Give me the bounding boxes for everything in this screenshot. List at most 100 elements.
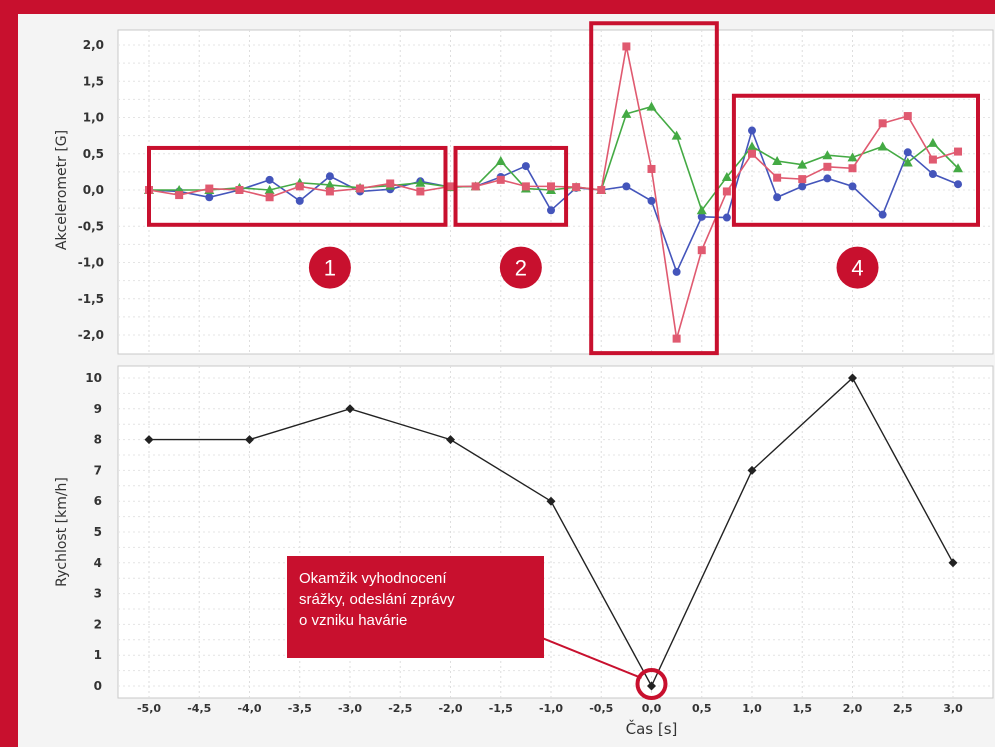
- speed-x-tick-label: -0,5: [589, 702, 613, 715]
- accel-point-square: [798, 175, 807, 184]
- speed-x-tick-label: 2,5: [893, 702, 913, 715]
- accel-point-circle: [547, 206, 555, 215]
- speed-x-tick-label: -4,0: [237, 702, 261, 715]
- accel-point-square: [547, 182, 555, 191]
- speed-x-tick-label: -4,5: [187, 702, 211, 715]
- accel-point-square: [295, 182, 304, 191]
- accel-point-square: [928, 155, 937, 164]
- accel-point-circle: [295, 196, 304, 205]
- speed-x-tick-label: -1,5: [489, 702, 513, 715]
- accel-point-square: [903, 112, 912, 121]
- accel-point-triangle: [877, 141, 888, 151]
- speed-point: [345, 404, 355, 414]
- accel-point-square: [235, 186, 244, 194]
- speed-x-tick-label: 2,0: [843, 702, 863, 715]
- accel-point-square: [954, 147, 963, 156]
- speed-x-tick-label: -2,0: [438, 702, 462, 715]
- highlight-box-1: [147, 145, 448, 227]
- accel-y-tick-label: -1,0: [78, 256, 104, 270]
- accel-point-triangle: [822, 150, 833, 160]
- speed-x-tick-label: -3,5: [288, 702, 312, 715]
- accel-point-triangle: [324, 179, 335, 189]
- speed-y-tick-label: 2: [94, 617, 102, 631]
- accel-point-square: [722, 187, 731, 196]
- accel-point-circle: [722, 213, 731, 222]
- badge-number-1: 1: [324, 256, 336, 281]
- badge-circle-1: [308, 246, 351, 289]
- speed-point: [747, 465, 757, 475]
- speed-point: [647, 681, 656, 691]
- speed-x-tick-label: -3,0: [338, 702, 362, 715]
- annotation-target-ring: [635, 668, 668, 700]
- accel-point-circle: [823, 174, 832, 183]
- speed-y-tick-label: 8: [94, 433, 102, 447]
- accel-point-circle: [748, 126, 756, 135]
- speed-x-tick-label: 1,0: [742, 702, 762, 715]
- accel-point-square: [773, 173, 782, 182]
- accel-y-tick-label: 1,0: [83, 111, 104, 125]
- speed-y-tick-label: 10: [85, 371, 102, 385]
- x-axis-title: Čas [s]: [626, 719, 678, 738]
- accel-point-triangle: [953, 163, 964, 173]
- accel-point-square: [647, 164, 656, 173]
- accel-point-square: [265, 193, 274, 202]
- accel-point-circle: [325, 172, 334, 181]
- accel-point-circle: [647, 196, 656, 205]
- accel-point-triangle: [646, 101, 657, 111]
- accel-point-circle: [848, 182, 857, 191]
- accel-point-circle: [672, 267, 681, 276]
- accel-point-square: [697, 246, 706, 255]
- accel-point-square: [416, 187, 425, 196]
- speed-x-tick-label: 1,5: [793, 702, 813, 715]
- accel-point-square: [175, 191, 184, 200]
- accel-y-tick-label: 0,5: [83, 147, 104, 161]
- accel-plot-area: [117, 29, 994, 355]
- accel-point-square: [572, 183, 581, 192]
- left-brand-bar: [0, 14, 18, 747]
- accel-point-square: [325, 187, 334, 196]
- accel-point-square: [205, 184, 214, 193]
- accel-point-square: [521, 182, 530, 191]
- accel-point-circle: [903, 148, 912, 157]
- accel-y-tick-label: 0,0: [83, 183, 104, 197]
- speed-point: [144, 435, 154, 445]
- accel-point-square: [356, 184, 365, 193]
- accel-point-circle: [954, 180, 963, 189]
- accel-point-square: [386, 179, 395, 188]
- accel-point-circle: [265, 175, 274, 184]
- speed-y-tick-label: 4: [94, 556, 102, 570]
- accel-point-square: [446, 182, 455, 191]
- accel-y-tick-label: 1,5: [83, 74, 104, 88]
- accel-point-triangle: [927, 137, 938, 147]
- speed-y-tick-label: 3: [94, 587, 102, 601]
- annotation-text-line: Okamžik vyhodnocení: [299, 570, 447, 587]
- accel-point-square: [848, 164, 857, 173]
- accel-point-triangle: [772, 156, 783, 165]
- top-brand-bar: [0, 0, 995, 14]
- accel-point-square: [823, 162, 832, 171]
- accel-point-circle: [878, 210, 887, 219]
- annotation-text-line: o vzniku havárie: [299, 612, 407, 629]
- speed-y-tick-label: 9: [94, 402, 102, 416]
- accel-point-triangle: [747, 141, 757, 151]
- accel-point-triangle: [264, 185, 275, 194]
- accel-y-tick-label: -0,5: [78, 219, 104, 233]
- speed-point: [948, 558, 958, 568]
- accel-point-circle: [622, 182, 631, 191]
- highlight-box-4: [731, 93, 980, 227]
- accel-y-tick-label: -1,5: [78, 292, 104, 306]
- accel-point-square: [672, 334, 681, 343]
- annotation-text-line: srážky, odeslání zprávy: [299, 591, 455, 608]
- accel-point-square: [748, 149, 756, 158]
- highlight-box-2: [453, 145, 569, 227]
- badge-number-4: 4: [851, 256, 863, 281]
- accel-point-square: [878, 119, 887, 128]
- accel-point-circle: [928, 170, 937, 179]
- accel-point-triangle: [902, 157, 913, 167]
- speed-point: [546, 496, 556, 506]
- speed-x-tick-label: -2,5: [388, 702, 412, 715]
- accel-point-square: [597, 186, 606, 194]
- badge-number-2: 2: [515, 256, 527, 281]
- annotation-box: [287, 556, 544, 658]
